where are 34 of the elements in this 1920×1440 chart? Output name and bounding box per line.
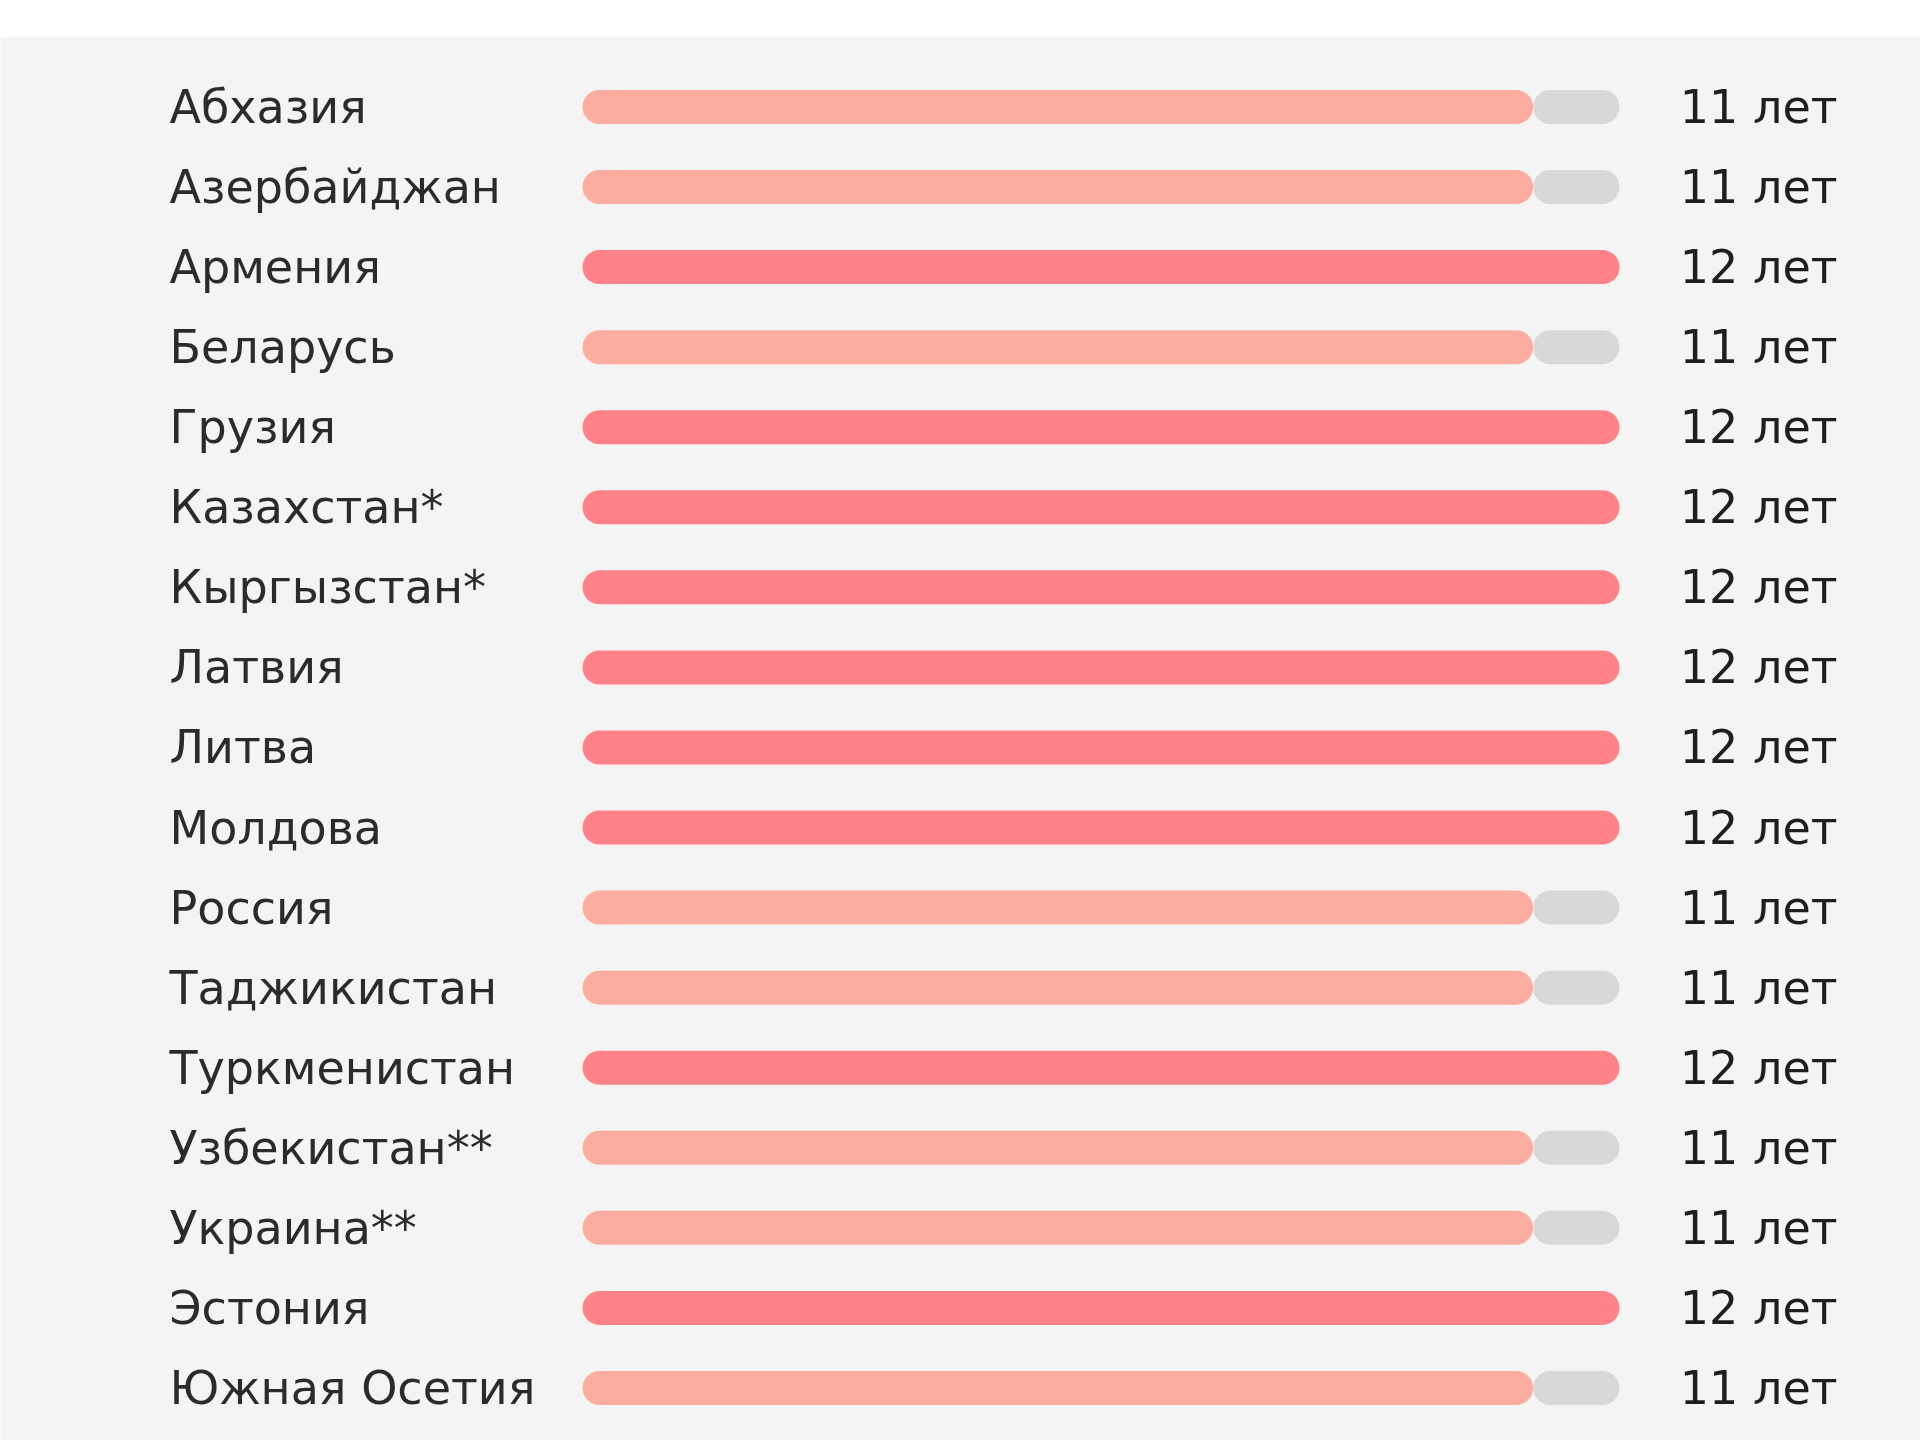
y-tick-label: Литва	[169, 720, 317, 775]
data-label: 11 лет	[1679, 320, 1838, 375]
data-label: 11 лет	[1679, 1360, 1838, 1415]
data-label: 11 лет	[1679, 960, 1838, 1015]
data-label: 12 лет	[1679, 400, 1838, 455]
y-tick-label: Таджикистан	[168, 960, 497, 1015]
y-tick-label: Россия	[169, 880, 334, 935]
data-label: 12 лет	[1679, 560, 1838, 615]
data-label: 11 лет	[1679, 880, 1838, 935]
y-tick-label: Грузия	[169, 400, 337, 455]
y-tick-label: Кыргызстан*	[169, 560, 486, 615]
data-label: 12 лет	[1679, 640, 1838, 695]
data-label: 11 лет	[1679, 1200, 1838, 1255]
y-tick-label: Беларусь	[169, 320, 396, 375]
data-label: 12 лет	[1679, 240, 1838, 295]
y-tick-label: Армения	[169, 240, 381, 295]
y-tick-label: Эстония	[169, 1280, 370, 1335]
y-tick-label: Латвия	[169, 640, 344, 695]
y-tick-label: Казахстан*	[169, 480, 444, 535]
data-label: 11 лет	[1679, 1120, 1838, 1175]
y-tick-label: Молдова	[169, 800, 382, 855]
data-label: 12 лет	[1679, 800, 1838, 855]
data-label: 12 лет	[1679, 480, 1838, 535]
data-label: 11 лет	[1679, 160, 1838, 215]
y-tick-label: Абхазия	[169, 80, 367, 134]
y-tick-label: Азербайджан	[169, 160, 501, 215]
data-label: 11 лет	[1679, 80, 1838, 134]
y-tick-label: Узбекистан**	[169, 1120, 493, 1175]
y-tick-label: Украина**	[169, 1200, 417, 1255]
y-tick-label: Туркменистан	[168, 1040, 516, 1095]
data-label: 12 лет	[1679, 720, 1838, 775]
y-tick-label: Южная Осетия	[169, 1360, 536, 1415]
data-label: 12 лет	[1679, 1280, 1838, 1335]
data-label: 12 лет	[1679, 1040, 1838, 1095]
